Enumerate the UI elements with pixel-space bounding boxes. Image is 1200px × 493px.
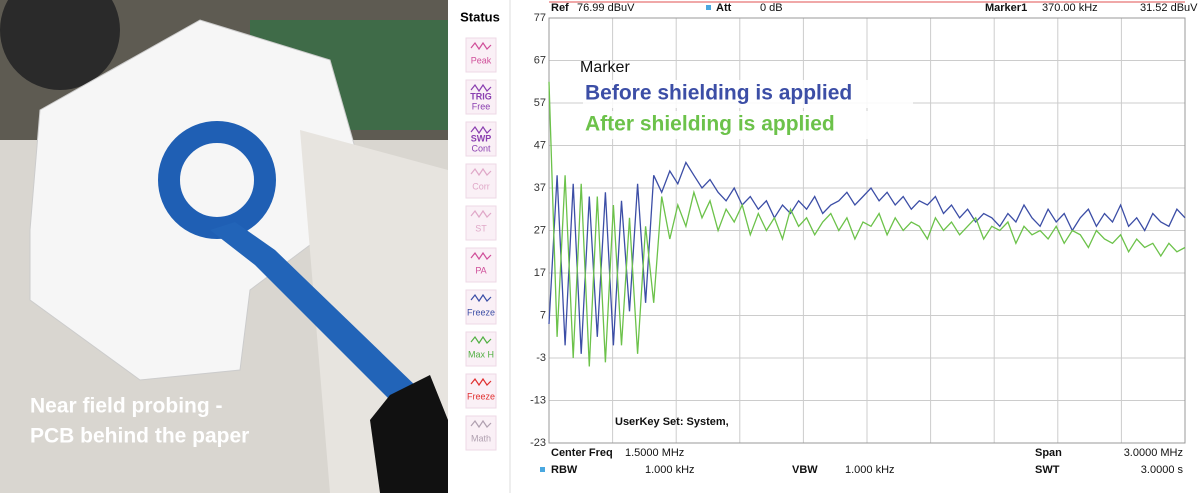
info-text: Ref [551, 2, 569, 14]
info-text: 3.0000 s [1141, 464, 1184, 476]
caption: PCB behind the paper [30, 425, 249, 448]
y-tick-label: 77 [534, 12, 546, 24]
status-icon [470, 83, 492, 93]
status-icon [470, 377, 492, 387]
y-tick-label: -23 [530, 437, 546, 449]
status-label: Corr [472, 181, 490, 191]
status-icon [470, 335, 492, 345]
status-icon [470, 251, 492, 261]
info-text: SWT [1035, 464, 1060, 476]
info-text: 76.99 dBuV [577, 2, 635, 14]
info-text: 31.52 dBuV [1140, 2, 1198, 14]
status-button[interactable] [465, 331, 497, 367]
info-text: VBW [792, 464, 818, 476]
status-icon [470, 125, 492, 135]
status-label: TRIG [470, 91, 492, 101]
info-text: 370.00 kHz [1042, 2, 1098, 14]
info-text: Span [1035, 447, 1062, 459]
status-icon [470, 167, 492, 177]
y-tick-label: 37 [534, 182, 546, 194]
status-label: Math [471, 433, 491, 443]
status-icon [470, 209, 492, 219]
status-label: Freeze [467, 307, 495, 317]
chart: -23 -13 -3 7 17 27 37 47 57 67 77 Marker Before shie… [530, 1, 1198, 476]
info-text: 0 dB [760, 2, 783, 14]
status-label: PA [475, 265, 486, 275]
legend-bg [583, 80, 913, 108]
plot-frame [548, 17, 1186, 444]
info-text: UserKey Set: System, [615, 416, 729, 428]
status-title: Status [460, 9, 500, 24]
status-icon [470, 41, 492, 51]
info-text: Center Freq [551, 447, 613, 459]
info-text: 1.000 kHz [645, 464, 695, 476]
trace [548, 81, 1186, 367]
status-button[interactable] [465, 373, 497, 409]
photo: Near field probing - PCB behind the pape… [0, 0, 448, 493]
status-label: Cont [471, 143, 491, 153]
status-label: Peak [471, 55, 492, 65]
status-label: SWP [471, 133, 492, 143]
info-text: 1.000 kHz [845, 464, 895, 476]
status-button[interactable] [465, 37, 497, 73]
status-icon [470, 419, 492, 429]
marker-dot [706, 5, 711, 10]
y-tick-label: 57 [534, 97, 546, 109]
status-label: Free [472, 101, 491, 111]
status-button[interactable] [465, 415, 497, 451]
info-text: RBW [551, 464, 578, 476]
marker-dot [540, 467, 545, 472]
legend-bg [583, 111, 913, 139]
status-button[interactable] [465, 79, 497, 115]
status-label: ST [475, 223, 487, 233]
y-tick-label: 67 [534, 54, 546, 66]
info-text: Marker1 [985, 2, 1027, 14]
y-tick-label: 27 [534, 224, 546, 236]
y-tick-label: 7 [540, 309, 546, 321]
status-label: Freeze [467, 391, 495, 401]
y-tick-label: -3 [536, 352, 546, 364]
legend-entry: After shielding is applied [585, 113, 835, 136]
info-text: 3.0000 MHz [1124, 447, 1183, 459]
y-tick-label: -13 [530, 394, 546, 406]
trace [548, 161, 1186, 354]
status-button[interactable] [465, 205, 497, 241]
info-text: Att [716, 2, 732, 14]
status-button[interactable] [465, 121, 497, 157]
y-tick-label: 17 [534, 267, 546, 279]
info-text: 1.5000 MHz [625, 447, 684, 459]
status-button[interactable] [465, 247, 497, 283]
status-label: Max H [468, 349, 494, 359]
status-button[interactable] [465, 289, 497, 325]
status-icon [470, 293, 492, 303]
y-tick-label: 47 [534, 139, 546, 151]
legend-title: Marker [580, 59, 630, 76]
legend-entry: Before shielding is applied [585, 82, 852, 105]
caption: Near field probing - [30, 395, 223, 418]
status-button[interactable] [465, 163, 497, 199]
